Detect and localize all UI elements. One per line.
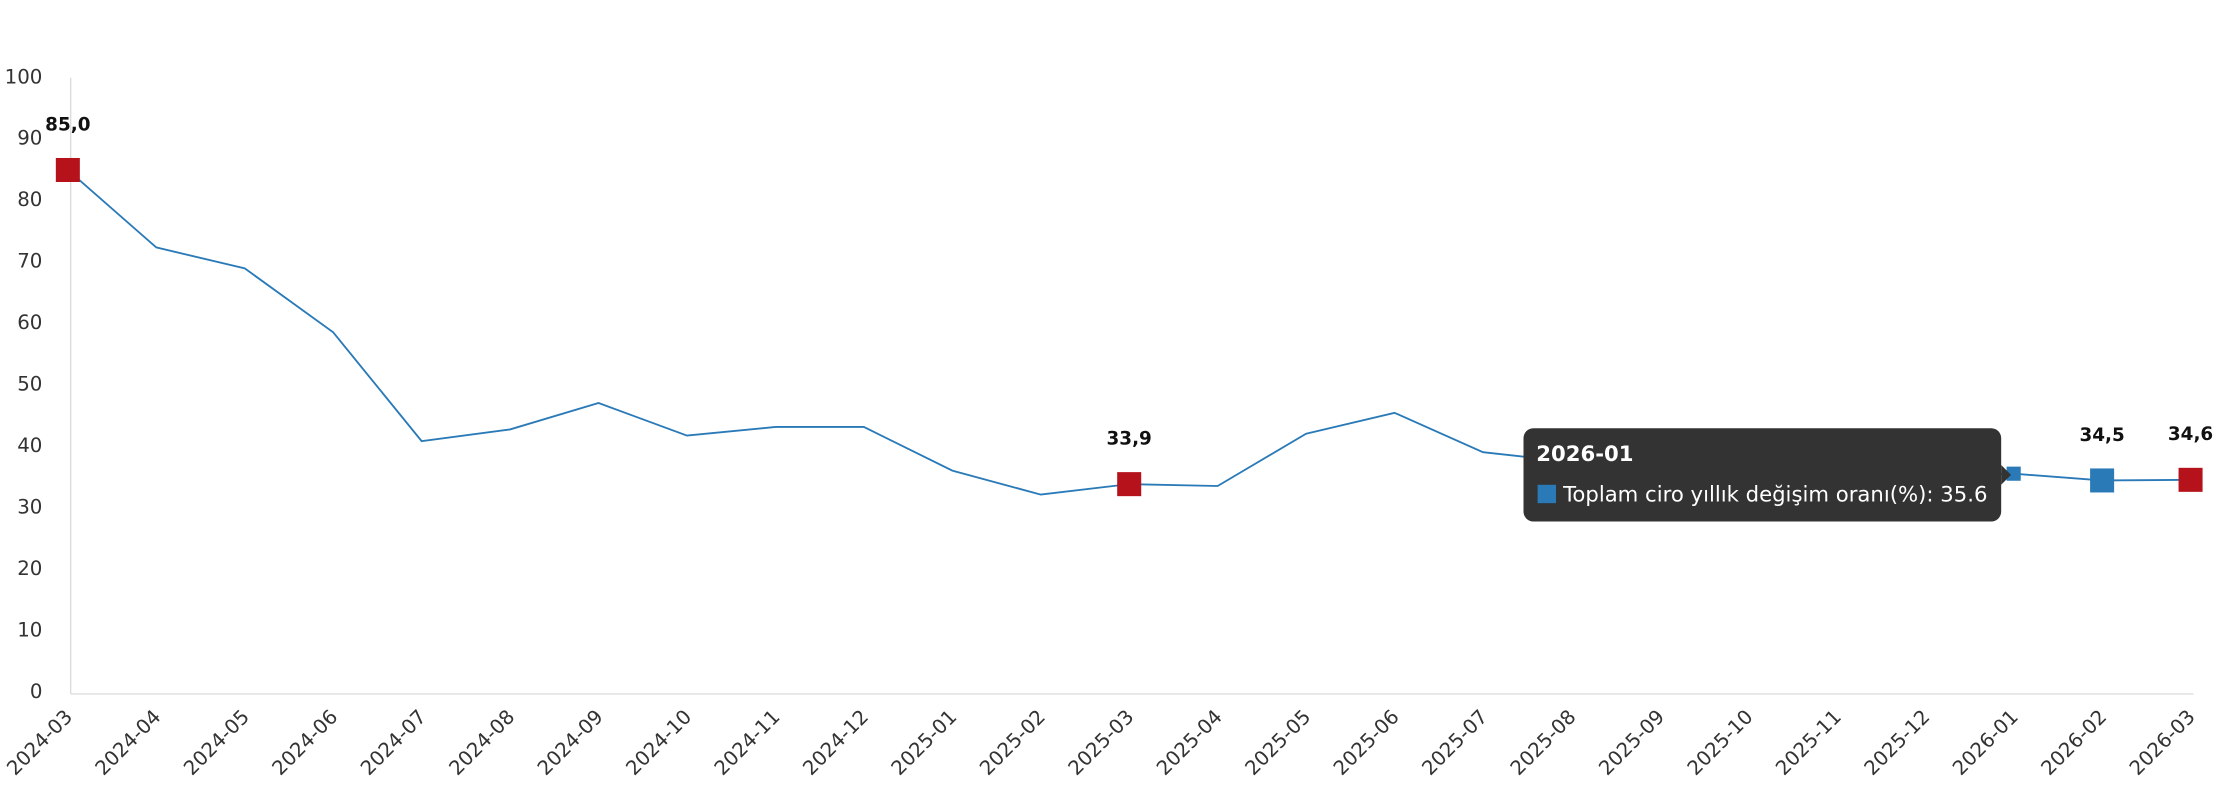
x-tick-label: 2025-09 <box>1594 705 1669 780</box>
y-tick-label: 100 <box>5 65 43 88</box>
x-tick-label: 2024-09 <box>533 705 608 780</box>
data-label: 33,9 <box>1107 429 1152 450</box>
x-tick-label: 2025-04 <box>1152 705 1227 780</box>
x-tick-label: 2024-04 <box>91 705 166 780</box>
x-tick-label: 2024-10 <box>621 705 696 780</box>
y-tick-label: 30 <box>17 496 42 519</box>
x-tick-label: 2024-12 <box>798 705 873 780</box>
marker <box>55 157 80 183</box>
y-tick-label: 40 <box>17 434 42 457</box>
x-tick-label: 2025-12 <box>1860 705 1935 780</box>
marker <box>2090 468 2115 493</box>
tooltip-box <box>1523 428 2002 522</box>
tooltip-title: 2026-01 <box>1536 441 1633 466</box>
y-tick-label: 50 <box>17 373 42 396</box>
x-tick-label: 2024-06 <box>268 705 343 780</box>
y-tick-label: 60 <box>17 311 42 334</box>
marker <box>1117 472 1142 497</box>
x-tick-label: 2024-07 <box>356 705 431 780</box>
y-tick-label: 0 <box>30 680 43 703</box>
y-tick-label: 90 <box>17 127 42 150</box>
y-tick-label: 20 <box>17 557 42 580</box>
x-tick-label: 2025-05 <box>1241 705 1316 780</box>
marker <box>2178 467 2203 492</box>
x-tick-label: 2025-08 <box>1506 705 1581 780</box>
marker <box>2006 466 2021 481</box>
x-tick-label: 2025-07 <box>1418 705 1493 780</box>
x-tick-label: 2025-02 <box>975 705 1050 780</box>
x-tick-label: 2026-01 <box>1948 705 2023 780</box>
tooltip: 2026-01 Toplam ciro yıllık değişim oranı… <box>1523 428 2012 522</box>
x-tick-label: 2025-06 <box>1329 705 1404 780</box>
y-tick-label: 80 <box>17 188 42 211</box>
tooltip-text: Toplam ciro yıllık değişim oranı(%): 35.… <box>1562 482 1987 507</box>
data-label: 85,0 <box>45 114 90 135</box>
x-tick-label: 2024-03 <box>2 705 77 780</box>
y-tick-label: 70 <box>17 250 42 273</box>
tooltip-arrow <box>2001 465 2012 485</box>
x-tick-label: 2024-11 <box>710 705 785 780</box>
data-label: 34,5 <box>2079 425 2124 446</box>
x-tick-label: 2025-11 <box>1771 705 1846 780</box>
x-tick-label: 2026-02 <box>2037 705 2112 780</box>
x-tick-label: 2026-03 <box>2125 705 2200 780</box>
x-tick-label: 2025-01 <box>887 705 962 780</box>
y-tick-label: 10 <box>17 619 42 642</box>
data-label: 34,6 <box>2168 424 2213 445</box>
tooltip-swatch <box>1537 484 1557 504</box>
x-tick-label: 2025-10 <box>1683 705 1758 780</box>
x-tick-label: 2024-08 <box>445 705 520 780</box>
x-tick-label: 2024-05 <box>179 705 254 780</box>
x-tick-label: 2025-03 <box>1064 705 1139 780</box>
